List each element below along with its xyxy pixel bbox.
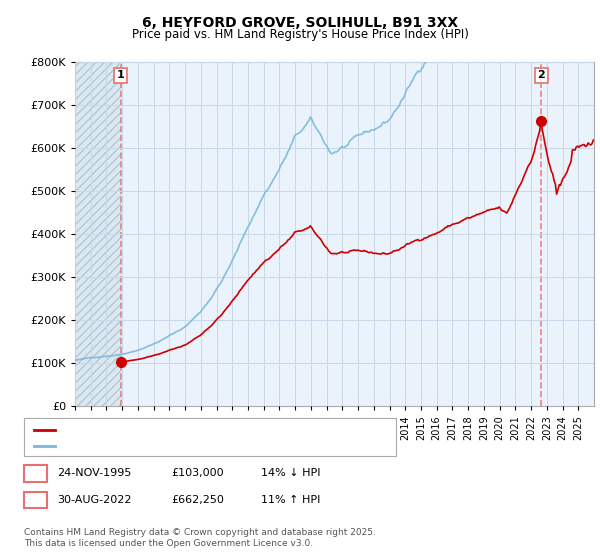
Text: Price paid vs. HM Land Registry's House Price Index (HPI): Price paid vs. HM Land Registry's House …	[131, 28, 469, 41]
Text: £103,000: £103,000	[171, 468, 224, 478]
Text: 2: 2	[538, 71, 545, 81]
Text: 6, HEYFORD GROVE, SOLIHULL, B91 3XX: 6, HEYFORD GROVE, SOLIHULL, B91 3XX	[142, 16, 458, 30]
Text: 24-NOV-1995: 24-NOV-1995	[57, 468, 131, 478]
Text: 14% ↓ HPI: 14% ↓ HPI	[261, 468, 320, 478]
Text: 6, HEYFORD GROVE, SOLIHULL, B91 3XX (detached house): 6, HEYFORD GROVE, SOLIHULL, B91 3XX (det…	[60, 424, 366, 435]
Text: 1: 1	[32, 468, 39, 478]
Bar	[75, 62, 121, 406]
Text: £662,250: £662,250	[171, 495, 224, 505]
Text: 30-AUG-2022: 30-AUG-2022	[57, 495, 131, 505]
Text: Contains HM Land Registry data © Crown copyright and database right 2025.
This d: Contains HM Land Registry data © Crown c…	[24, 528, 376, 548]
Text: HPI: Average price, detached house, Solihull: HPI: Average price, detached house, Soli…	[60, 441, 291, 451]
Text: 2: 2	[32, 495, 39, 505]
Text: 11% ↑ HPI: 11% ↑ HPI	[261, 495, 320, 505]
Text: 1: 1	[117, 71, 124, 81]
